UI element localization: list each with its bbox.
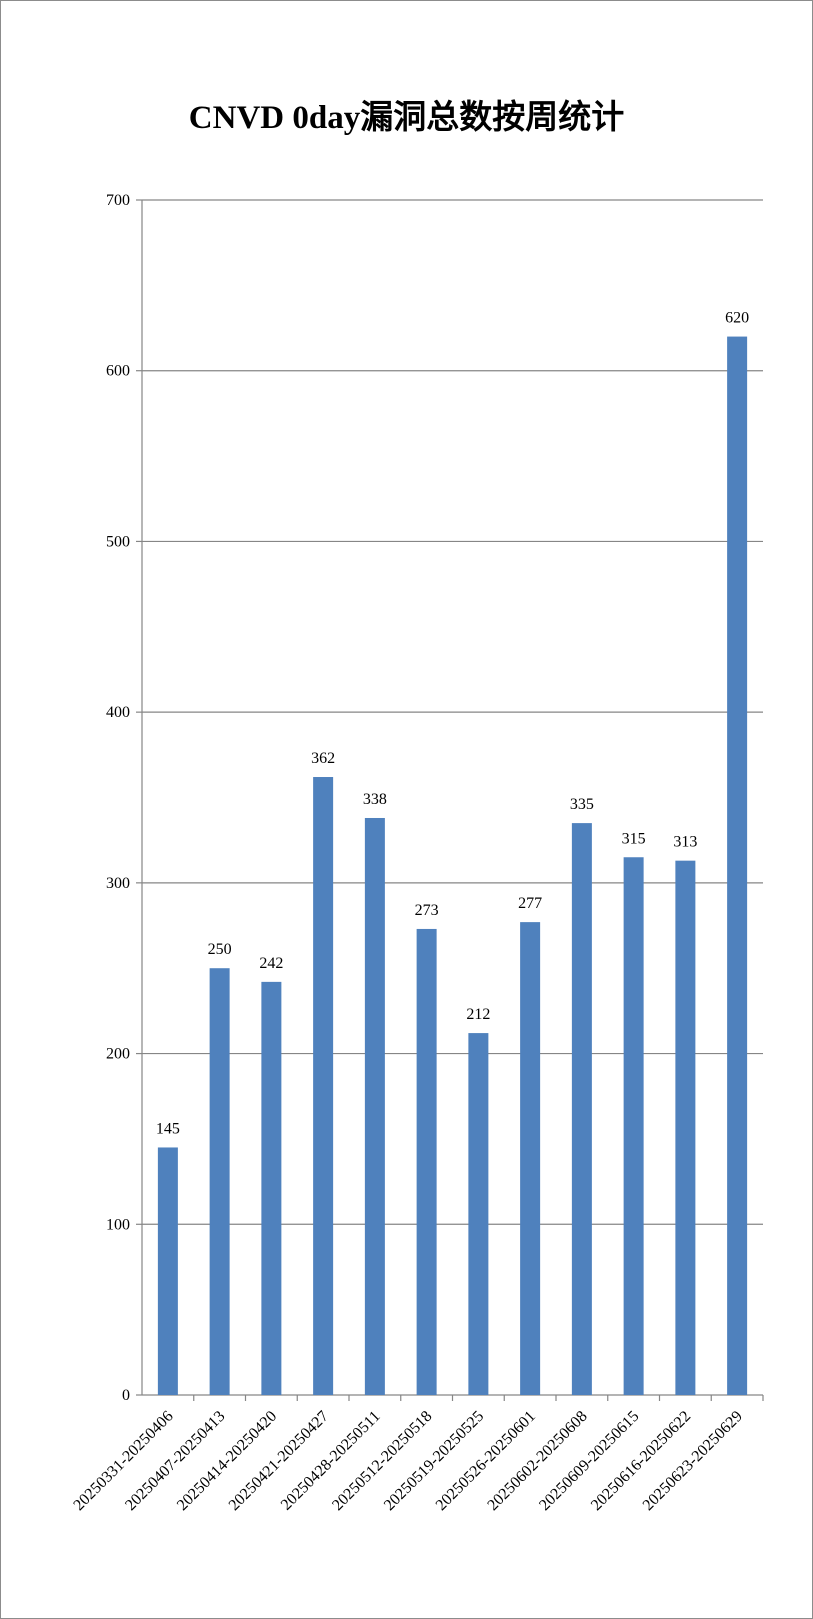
x-tick-label: 20250526-20250601 xyxy=(433,1408,539,1514)
bar xyxy=(675,860,696,1395)
bar xyxy=(727,336,748,1396)
data-label: 212 xyxy=(466,1006,490,1023)
bars xyxy=(157,336,748,1396)
data-labels: 145 250 242 362 338 273 212 277 335 315 313 620 xyxy=(156,310,749,1138)
x-tick-label: 20250623-20250629 xyxy=(640,1408,746,1514)
y-tick-labels: 0 100 200 300 400 500 600 700 xyxy=(106,192,130,1404)
x-tick-label: 20250414-20250420 xyxy=(174,1408,280,1514)
x-tick-label: 20250512-20250518 xyxy=(329,1408,435,1514)
bar xyxy=(468,1033,489,1395)
data-label: 313 xyxy=(673,834,697,851)
data-label: 315 xyxy=(622,830,646,847)
y-tick-label: 400 xyxy=(106,704,130,721)
bar xyxy=(364,817,385,1395)
data-label: 145 xyxy=(156,1120,180,1137)
axes xyxy=(136,199,764,1401)
x-tick-label: 20250428-20250511 xyxy=(278,1408,384,1514)
data-label: 273 xyxy=(415,902,439,919)
data-label: 338 xyxy=(363,791,387,808)
y-tick-label: 700 xyxy=(106,192,130,209)
y-tick-label: 500 xyxy=(106,533,130,550)
x-tick-label: 20250609-20250615 xyxy=(536,1408,642,1514)
y-tick-label: 200 xyxy=(106,1046,130,1063)
data-label: 362 xyxy=(311,750,335,767)
bar xyxy=(416,928,437,1395)
x-tick-label: 20250602-20250608 xyxy=(484,1408,590,1514)
x-tick-label: 20250519-20250525 xyxy=(381,1408,487,1514)
x-tick-label: 20250616-20250622 xyxy=(588,1408,694,1514)
bar xyxy=(157,1147,178,1395)
bar xyxy=(313,777,334,1395)
y-tick-label: 0 xyxy=(122,1387,130,1404)
chart-title: CNVD 0day漏洞总数按周统计 xyxy=(188,100,625,136)
data-label: 242 xyxy=(259,955,283,972)
data-label: 277 xyxy=(518,895,542,912)
data-label: 335 xyxy=(570,796,594,813)
bar xyxy=(261,981,282,1395)
bar xyxy=(209,968,230,1395)
bar xyxy=(571,823,592,1395)
data-label: 250 xyxy=(208,941,232,958)
y-tick-label: 600 xyxy=(106,363,130,380)
x-tick-label: 20250407-20250413 xyxy=(122,1408,228,1514)
gridlines xyxy=(142,199,763,1225)
bar xyxy=(520,922,541,1395)
x-tick-labels: 20250331-2025040620250407-20250413202504… xyxy=(70,1408,746,1514)
x-tick-label: 20250331-20250406 xyxy=(70,1408,176,1514)
bar xyxy=(623,857,644,1395)
data-label: 620 xyxy=(725,310,749,327)
y-tick-label: 100 xyxy=(106,1216,130,1233)
y-tick-label: 300 xyxy=(106,875,130,892)
x-tick-label: 20250421-20250427 xyxy=(226,1408,332,1514)
